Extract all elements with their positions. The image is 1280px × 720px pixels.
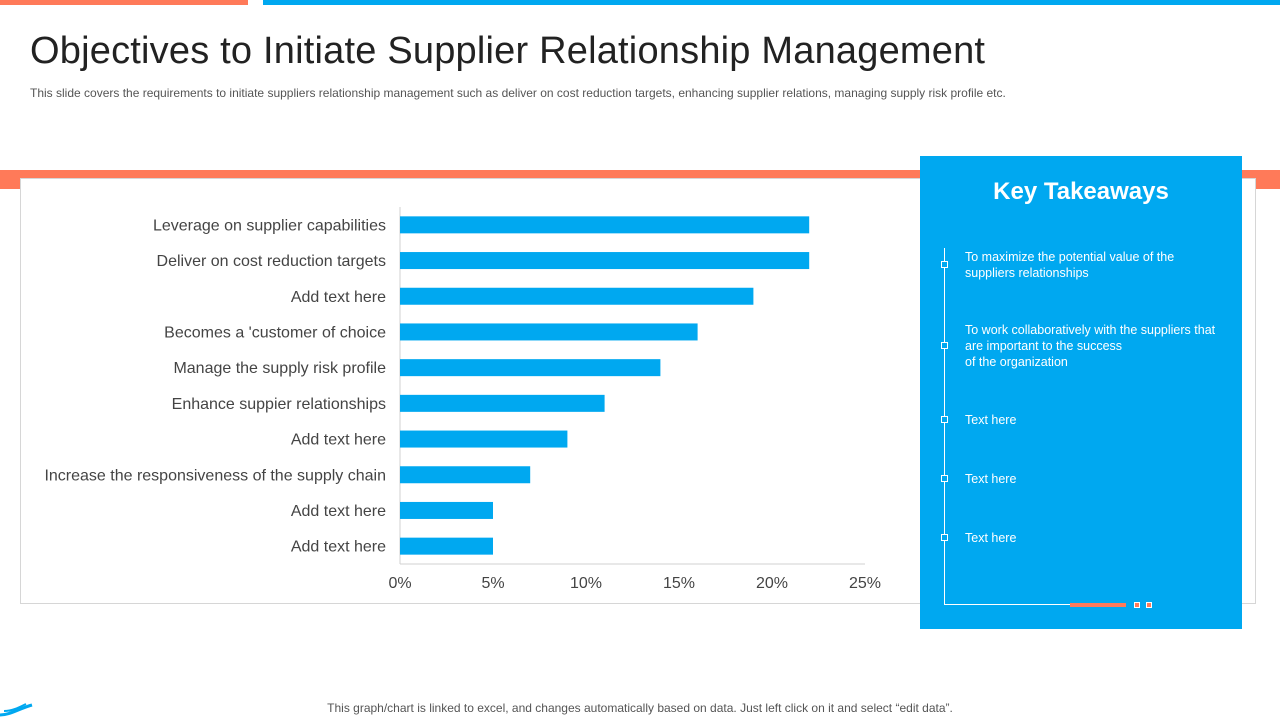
timeline-marker-icon: [941, 342, 948, 349]
timeline-marker-icon: [941, 534, 948, 541]
timeline-line: [944, 248, 945, 604]
slide-subtitle: This slide covers the requirements to in…: [30, 86, 1006, 100]
timeline-accent-bar: [1070, 603, 1126, 607]
category-label: Enhance suppier relationships: [172, 396, 386, 413]
category-label: Add text here: [291, 539, 386, 556]
chart-bar: [400, 466, 531, 484]
timeline-marker-icon: [941, 416, 948, 423]
top-accent-bar-orange: [0, 0, 248, 5]
timeline-base-line: [944, 604, 1070, 605]
brand-logo-icon: [0, 703, 33, 717]
chart-bar: [400, 323, 698, 341]
timeline-marker-icon: [941, 261, 948, 268]
category-label: Increase the responsiveness of the suppl…: [44, 467, 386, 484]
takeaway-text: To work collaboratively with the supplie…: [965, 323, 1216, 369]
x-tick-label: 25%: [849, 575, 881, 592]
takeaway-text: Text here: [965, 531, 1017, 545]
key-takeaways-panel: Key Takeaways To maximize the potential …: [920, 156, 1242, 629]
chart-bar: [400, 216, 810, 234]
top-accent-bar-blue: [263, 0, 1280, 5]
category-label: Manage the supply risk profile: [173, 360, 386, 377]
category-label: Add text here: [291, 503, 386, 520]
key-takeaways-title: Key Takeaways: [993, 178, 1169, 205]
chart-bar: [400, 287, 754, 305]
x-tick-label: 20%: [756, 575, 788, 592]
chart-bar: [400, 394, 605, 412]
category-label: Deliver on cost reduction targets: [157, 253, 386, 270]
chart-bar: [400, 359, 661, 377]
category-label: Becomes a 'customer of choice: [164, 324, 386, 341]
x-tick-label: 15%: [663, 575, 695, 592]
x-tick-label: 5%: [481, 575, 504, 592]
chart-bar: [400, 252, 810, 270]
footer-note: This graph/chart is linked to excel, and…: [327, 701, 953, 715]
slide-title: Objectives to Initiate Supplier Relation…: [30, 30, 986, 72]
category-label: Add text here: [291, 289, 386, 306]
accent-square-icon: [1134, 602, 1140, 608]
timeline-marker-icon: [941, 475, 948, 482]
accent-square-icon: [1146, 602, 1152, 608]
takeaway-text: Text here: [965, 472, 1017, 486]
takeaway-text: Text here: [965, 413, 1017, 427]
x-tick-label: 10%: [570, 575, 602, 592]
chart-bar: [400, 501, 493, 519]
category-label: Add text here: [291, 432, 386, 449]
category-label: Leverage on supplier capabilities: [153, 217, 386, 234]
chart-bar: [400, 537, 493, 555]
chart-bar: [400, 430, 568, 448]
x-tick-label: 0%: [388, 575, 411, 592]
takeaway-text: To maximize the potential value of the s…: [965, 250, 1175, 280]
bar-chart[interactable]: Leverage on supplier capabilities Deliver…: [21, 179, 921, 603]
